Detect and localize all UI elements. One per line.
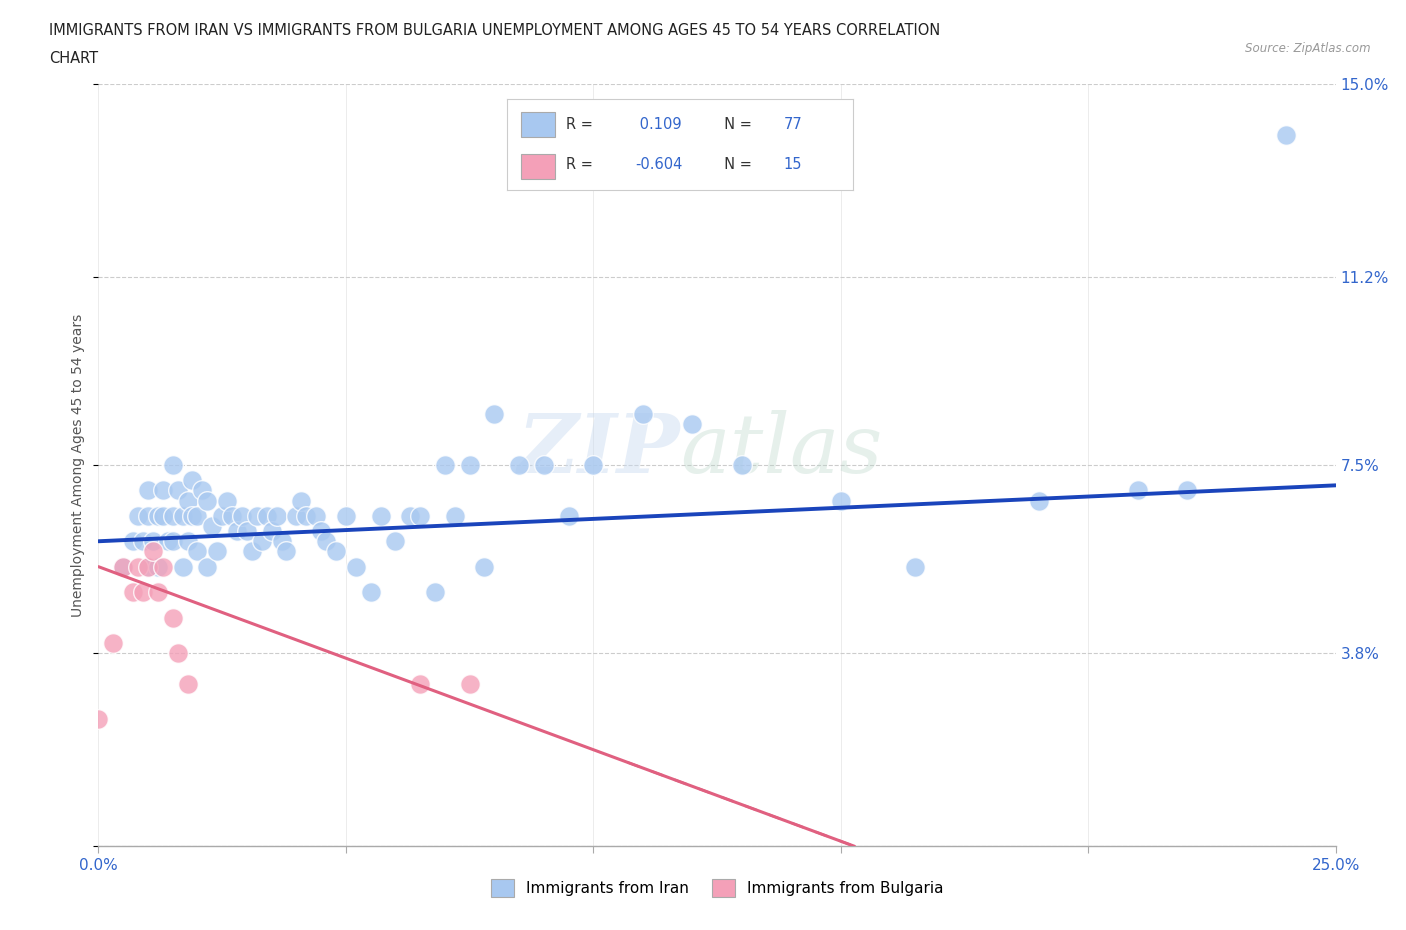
Point	[309, 524, 332, 538]
Point	[266, 509, 288, 524]
Point	[136, 559, 159, 574]
Point	[176, 534, 198, 549]
Point	[186, 509, 208, 524]
Text: Source: ZipAtlas.com: Source: ZipAtlas.com	[1246, 42, 1371, 55]
Point	[315, 534, 337, 549]
Point	[325, 544, 347, 559]
Point	[681, 417, 703, 432]
Point	[260, 524, 283, 538]
Point	[152, 509, 174, 524]
Point	[582, 458, 605, 472]
Text: atlas: atlas	[681, 410, 883, 490]
Point	[195, 559, 218, 574]
Point	[166, 645, 188, 660]
Point	[335, 509, 357, 524]
Point	[181, 509, 204, 524]
Point	[1175, 483, 1198, 498]
Point	[142, 544, 165, 559]
Point	[409, 676, 432, 691]
Point	[433, 458, 456, 472]
Point	[132, 585, 155, 600]
Point	[557, 509, 579, 524]
Legend: Immigrants from Iran, Immigrants from Bulgaria: Immigrants from Iran, Immigrants from Bu…	[485, 872, 949, 903]
Point	[231, 509, 253, 524]
Point	[250, 534, 273, 549]
Point	[508, 458, 530, 472]
Point	[276, 544, 298, 559]
Point	[191, 483, 214, 498]
Point	[176, 676, 198, 691]
Point	[423, 585, 446, 600]
Point	[344, 559, 367, 574]
Point	[270, 534, 292, 549]
Point	[211, 509, 233, 524]
Point	[136, 483, 159, 498]
Point	[731, 458, 754, 472]
Point	[146, 559, 169, 574]
Point	[240, 544, 263, 559]
Point	[370, 509, 392, 524]
Point	[458, 458, 481, 472]
Point	[458, 676, 481, 691]
Point	[87, 711, 110, 726]
Point	[631, 406, 654, 421]
Point	[1275, 127, 1298, 142]
Point	[443, 509, 465, 524]
Point	[246, 509, 269, 524]
Point	[142, 534, 165, 549]
Point	[533, 458, 555, 472]
Point	[195, 493, 218, 508]
Point	[103, 635, 125, 650]
Point	[217, 493, 239, 508]
Point	[290, 493, 312, 508]
Point	[221, 509, 243, 524]
Point	[181, 472, 204, 487]
Point	[474, 559, 496, 574]
Point	[295, 509, 318, 524]
Point	[904, 559, 927, 574]
Point	[399, 509, 422, 524]
Point	[201, 519, 224, 534]
Point	[162, 458, 184, 472]
Point	[166, 483, 188, 498]
Point	[162, 534, 184, 549]
Point	[146, 585, 169, 600]
Text: IMMIGRANTS FROM IRAN VS IMMIGRANTS FROM BULGARIA UNEMPLOYMENT AMONG AGES 45 TO 5: IMMIGRANTS FROM IRAN VS IMMIGRANTS FROM …	[49, 23, 941, 38]
Point	[152, 483, 174, 498]
Point	[1126, 483, 1149, 498]
Point	[132, 534, 155, 549]
Text: CHART: CHART	[49, 51, 98, 66]
Y-axis label: Unemployment Among Ages 45 to 54 years: Unemployment Among Ages 45 to 54 years	[72, 313, 86, 617]
Point	[226, 524, 249, 538]
Point	[152, 559, 174, 574]
Point	[360, 585, 382, 600]
Point	[172, 509, 194, 524]
Point	[285, 509, 308, 524]
Point	[146, 509, 169, 524]
Point	[176, 493, 198, 508]
Point	[172, 559, 194, 574]
Point	[236, 524, 259, 538]
Point	[256, 509, 278, 524]
Point	[127, 509, 149, 524]
Text: ZIP: ZIP	[517, 410, 681, 490]
Point	[162, 610, 184, 625]
Point	[1028, 493, 1050, 508]
Point	[205, 544, 228, 559]
Point	[156, 534, 179, 549]
Point	[122, 534, 145, 549]
Point	[384, 534, 406, 549]
Point	[112, 559, 135, 574]
Point	[186, 544, 208, 559]
Point	[122, 585, 145, 600]
Point	[830, 493, 852, 508]
Point	[162, 509, 184, 524]
Point	[136, 509, 159, 524]
Point	[112, 559, 135, 574]
Point	[305, 509, 328, 524]
Point	[127, 559, 149, 574]
Point	[484, 406, 506, 421]
Point	[136, 559, 159, 574]
Point	[409, 509, 432, 524]
